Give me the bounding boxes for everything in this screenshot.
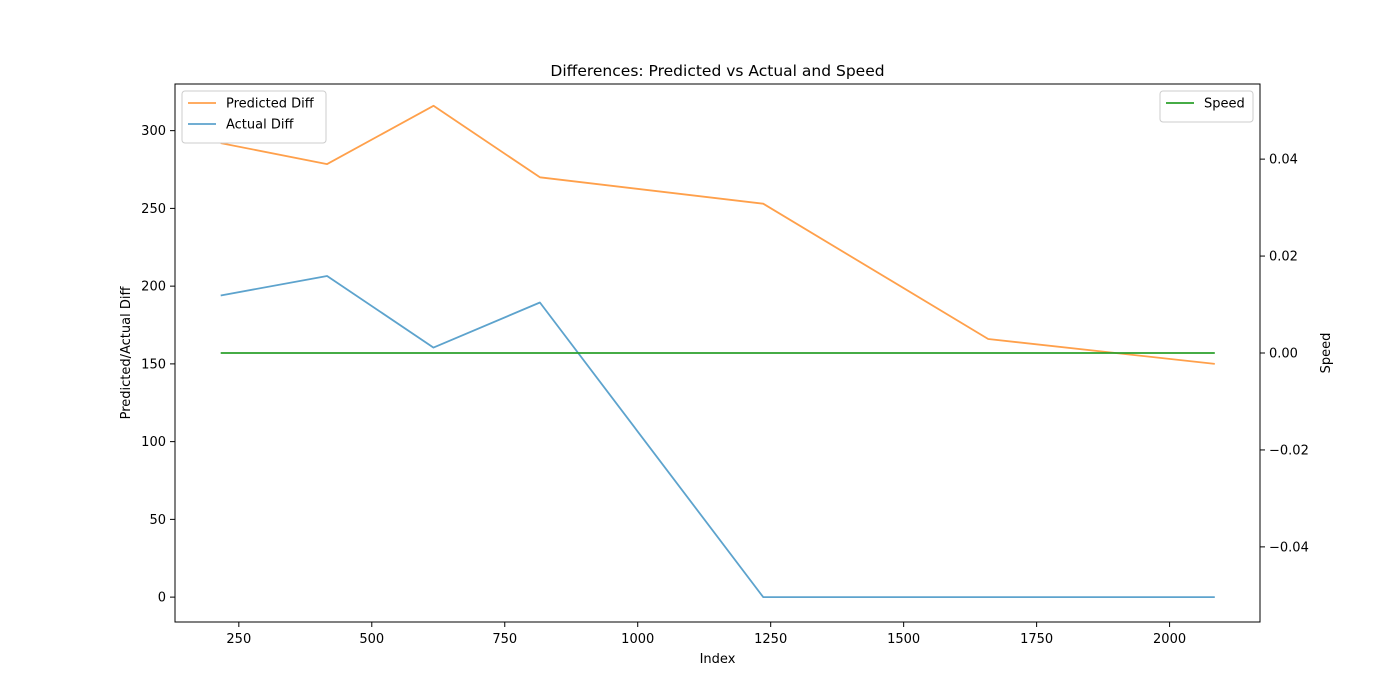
x-tick-label: 1500 (887, 632, 920, 647)
x-tick-label: 750 (492, 632, 517, 647)
x-axis-label: Index (700, 652, 736, 667)
y2-tick-label: −0.04 (1269, 540, 1309, 555)
legend-right: Speed (1159, 90, 1254, 123)
y-tick-label: 50 (149, 513, 166, 528)
y-axis-left: 0 50 100 150 200 250 300 (141, 124, 175, 606)
x-tick-label: 1750 (1020, 632, 1053, 647)
y-tick-label: 150 (141, 357, 166, 372)
y-tick-label: 0 (158, 591, 166, 606)
legend-box (181, 90, 327, 144)
y2-axis-label: Speed (1319, 333, 1334, 374)
x-tick-label: 500 (359, 632, 384, 647)
y-tick-label: 100 (141, 435, 166, 450)
legend-box (1159, 90, 1254, 123)
y2-tick-label: 0.00 (1269, 347, 1298, 362)
x-tick-label: 2000 (1153, 632, 1186, 647)
x-tick-label: 1250 (754, 632, 787, 647)
plot-lines (220, 104, 1215, 598)
series-line-actual-diff (220, 275, 1215, 598)
legend-left: Predicted Diff Actual Diff (181, 90, 327, 144)
y-tick-label: 300 (141, 124, 166, 139)
y2-tick-label: −0.02 (1269, 443, 1309, 458)
y-axis-label: Predicted/Actual Diff (119, 286, 134, 420)
x-tick-label: 250 (226, 632, 251, 647)
legend-label: Actual Diff (226, 118, 294, 133)
y2-tick-label: 0.04 (1269, 153, 1298, 168)
y-axis-right: −0.04 −0.02 0.00 0.02 0.04 (1260, 153, 1309, 555)
legend-label: Predicted Diff (226, 97, 315, 112)
x-tick-label: 1000 (621, 632, 654, 647)
legend-label: Speed (1204, 97, 1245, 112)
x-axis: 250 500 750 1000 1250 1500 1750 2000 (226, 622, 1186, 647)
series-line-predicted-diff (220, 104, 1215, 365)
y2-tick-label: 0.02 (1269, 250, 1298, 265)
y-tick-label: 250 (141, 202, 166, 217)
chart-title: Differences: Predicted vs Actual and Spe… (550, 62, 884, 80)
y-tick-label: 200 (141, 280, 166, 295)
